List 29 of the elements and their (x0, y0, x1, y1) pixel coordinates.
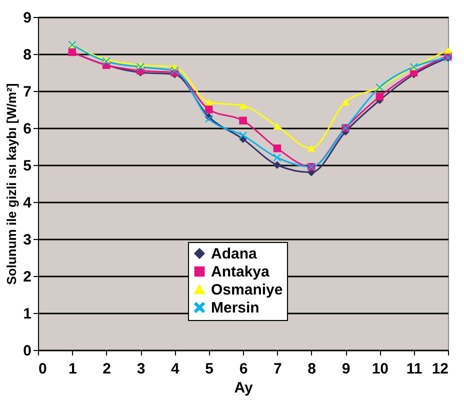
x-tick-label: 3 (136, 360, 146, 378)
x-tick-label: 12 (432, 360, 448, 378)
x-tick-label: 1 (68, 360, 77, 378)
y-tick-label: 3 (23, 232, 32, 248)
y-tick-label: 5 (23, 158, 32, 174)
y-tick-label: 2 (23, 268, 32, 286)
x-tick-label: 4 (170, 360, 180, 378)
y-tick-label: 6 (23, 120, 32, 138)
y-tick-label: 7 (23, 84, 32, 100)
x-axis-title: Ay (234, 380, 254, 396)
x-tick-label: 0 (38, 360, 47, 378)
y-tick-label: 9 (23, 10, 32, 26)
y-tick-label: 4 (23, 194, 32, 212)
x-tick-label: 10 (372, 360, 389, 378)
x-tick-label: 2 (102, 360, 112, 378)
x-tick-label: 7 (273, 360, 282, 378)
y-tick-label: 1 (23, 306, 32, 322)
y-axis-title: Solunum ile gizli ısı kaybı [W/m²] (4, 83, 20, 285)
legend-label: Antakya (211, 264, 270, 280)
y-tick-label: 8 (23, 46, 32, 64)
x-tick-label: 8 (308, 360, 316, 378)
x-tick-label: 5 (205, 360, 214, 378)
legend-label: Adana (211, 246, 258, 262)
legend-label: Osmaniye (211, 282, 283, 298)
x-tick-label: 6 (239, 360, 248, 378)
legend-label: Mersin (211, 300, 260, 316)
x-tick-label: 9 (342, 360, 350, 378)
x-tick-label: 11 (406, 360, 422, 378)
y-tick-label: 0 (23, 342, 32, 360)
